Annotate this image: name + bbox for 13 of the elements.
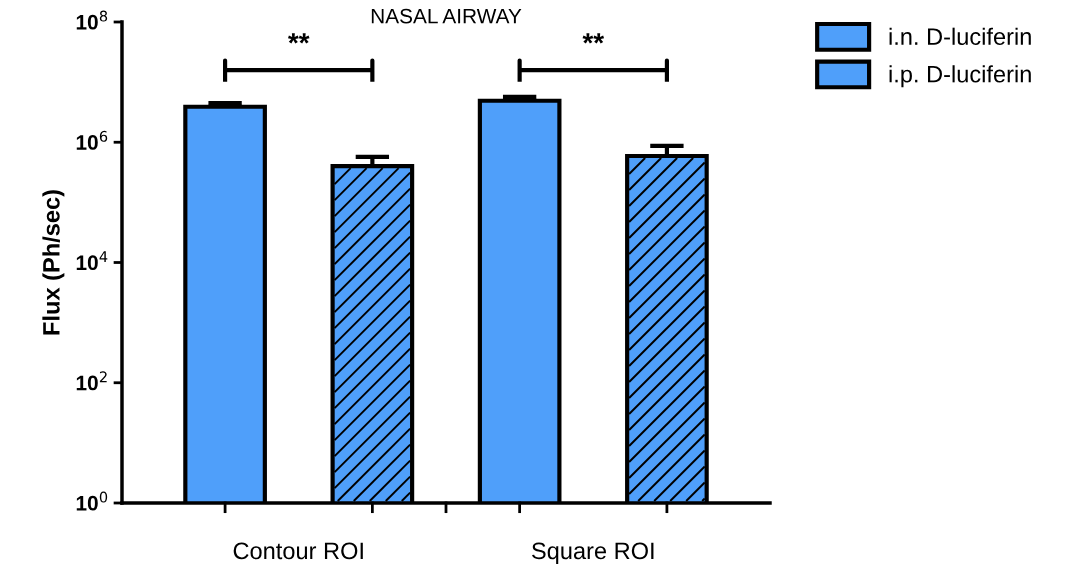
- y-tick-label: 10$^{2}$: [76, 371, 107, 391]
- x-tick-label: Square ROI: [532, 542, 654, 564]
- annotation: **: [582, 33, 605, 44]
- y-tick-label: 10$^{0}$: [76, 491, 108, 511]
- legend-label: i.p. D-luciferin: [889, 65, 1031, 88]
- chart-title: NASAL AIRWAY: [371, 8, 522, 24]
- y-axis-title: Flux (Ph/sec): [42, 190, 65, 335]
- annotation: **: [288, 33, 310, 44]
- y-tick-label: 10$^{6}$: [76, 130, 108, 150]
- legend-label: i.n. D-luciferin: [889, 27, 1031, 46]
- x-tick-label: Contour ROI: [233, 542, 363, 560]
- y-tick-label: 10$^{8}$: [76, 10, 108, 30]
- y-tick-label: 10$^{4}$: [76, 251, 108, 271]
